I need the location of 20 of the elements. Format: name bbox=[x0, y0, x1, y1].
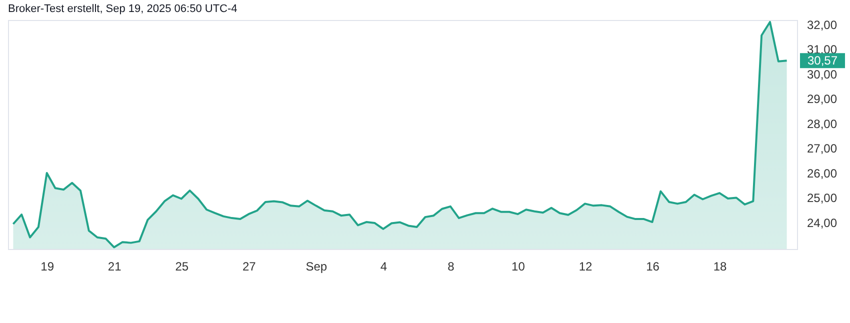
y-tick-label: 28,00 bbox=[807, 116, 838, 131]
y-tick-label: 25,00 bbox=[807, 191, 838, 206]
y-tick-label: 24,00 bbox=[807, 216, 838, 230]
x-tick-label: 21 bbox=[108, 260, 122, 274]
x-tick-label: 16 bbox=[646, 260, 660, 274]
y-tick-label: 27,00 bbox=[807, 142, 838, 156]
chart-title: Broker-Test erstellt, Sep 19, 2025 06:50 UTC-4 bbox=[8, 3, 238, 15]
x-tick-label: 27 bbox=[242, 260, 256, 274]
x-tick-label: 10 bbox=[512, 260, 526, 274]
y-tick-label: 26,00 bbox=[807, 166, 838, 180]
x-tick-label: 8 bbox=[448, 260, 455, 274]
y-tick-label: 30,00 bbox=[807, 67, 838, 82]
x-tick-label: Sep bbox=[306, 260, 328, 274]
x-tick-label: 19 bbox=[40, 260, 54, 274]
y-tick-label: 32,00 bbox=[807, 18, 838, 32]
y-tick-label: 29,00 bbox=[807, 92, 838, 106]
x-tick-label: 12 bbox=[578, 260, 592, 274]
x-tick-label: 18 bbox=[713, 260, 728, 274]
x-tick-label: 25 bbox=[175, 260, 189, 274]
x-tick-label: 4 bbox=[380, 260, 388, 274]
